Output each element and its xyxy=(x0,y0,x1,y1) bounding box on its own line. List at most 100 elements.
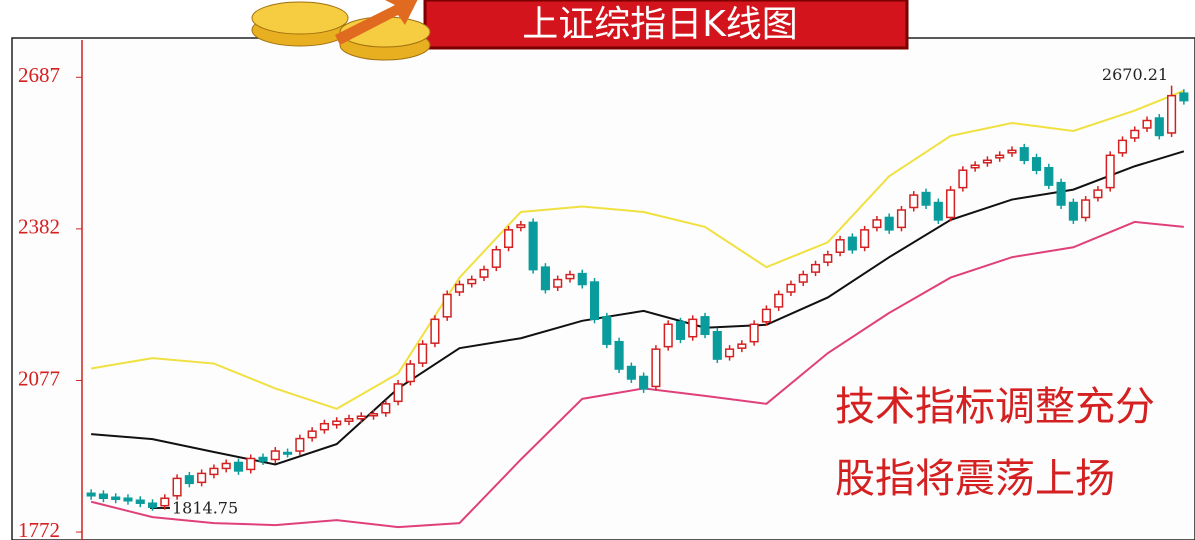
candle-body xyxy=(933,201,943,221)
candle-body xyxy=(860,229,870,249)
candle-body xyxy=(430,318,440,344)
candle-body xyxy=(246,457,256,471)
candle-body xyxy=(946,189,956,219)
candle-body xyxy=(700,316,710,335)
candle-body xyxy=(798,273,808,283)
candle-body xyxy=(909,194,919,209)
candle-body xyxy=(675,321,686,340)
candle-body xyxy=(1093,189,1103,199)
y-tick-label: 2382 xyxy=(18,215,60,239)
candle-body xyxy=(970,164,980,169)
candle-body xyxy=(1167,94,1177,134)
candle-body xyxy=(749,323,759,343)
candle-body xyxy=(270,450,280,461)
y-tick-label: 2687 xyxy=(18,63,60,87)
candle-body xyxy=(651,348,661,388)
candle-body xyxy=(332,420,342,426)
candle-body xyxy=(258,456,268,462)
candle-body xyxy=(1007,149,1017,154)
annotation: 2670.21 xyxy=(1102,65,1168,84)
candle-body xyxy=(172,477,182,497)
candle-body xyxy=(774,293,784,308)
candle-body xyxy=(491,248,501,268)
candle-body xyxy=(504,229,514,249)
candle-body xyxy=(1117,139,1128,154)
candle-body xyxy=(479,268,489,278)
candle-body xyxy=(626,365,636,380)
candle-body xyxy=(1044,166,1054,186)
candle-body xyxy=(835,239,845,253)
candle-body xyxy=(761,308,771,323)
candle-body xyxy=(884,216,894,231)
candle-body xyxy=(307,430,317,439)
candle-body xyxy=(197,472,207,484)
candle-body xyxy=(602,316,612,345)
candle-body xyxy=(823,253,833,263)
candle-body xyxy=(405,363,415,383)
plot-frame xyxy=(11,37,1195,540)
candle-body xyxy=(160,497,170,507)
candle-body xyxy=(1031,157,1042,171)
candle-body xyxy=(123,497,133,502)
candle-body xyxy=(295,437,305,452)
candle-body xyxy=(786,283,796,293)
candle-body xyxy=(356,415,366,420)
band-line xyxy=(90,89,1185,410)
candle-body xyxy=(393,383,403,403)
candle-body xyxy=(1179,92,1189,102)
candle-body xyxy=(896,209,907,229)
candle-body xyxy=(995,154,1005,159)
coins-decoration xyxy=(251,0,431,61)
candle-body xyxy=(147,502,158,508)
candle-body xyxy=(1142,119,1152,129)
candle-body xyxy=(982,159,992,164)
candle-body xyxy=(111,496,121,500)
candle-body xyxy=(540,266,550,291)
candle-body xyxy=(86,492,96,497)
candle-body xyxy=(553,278,563,288)
annotation: 技术指标调整充分 xyxy=(835,384,1155,430)
candle-body xyxy=(1056,181,1066,206)
annotation: 股指将震荡上扬 xyxy=(835,456,1115,502)
annotation: 1814.75 xyxy=(172,499,238,518)
candle-body xyxy=(1105,154,1115,189)
candle-body xyxy=(283,451,293,455)
candle-body xyxy=(233,461,244,472)
candle-body xyxy=(528,221,538,271)
candle-body xyxy=(98,493,108,500)
candle-body xyxy=(442,293,452,318)
candle-body xyxy=(209,467,219,476)
candle-body xyxy=(688,318,698,338)
candle-body xyxy=(577,272,587,286)
candle-body xyxy=(847,236,857,251)
candle-body xyxy=(737,343,747,349)
candle-body xyxy=(639,375,649,390)
candle-body xyxy=(454,283,465,293)
candle-body xyxy=(725,348,735,358)
y-tick-label: 2077 xyxy=(18,366,60,390)
candle-body xyxy=(565,273,575,280)
candle-body xyxy=(663,323,673,348)
candle-body xyxy=(319,422,329,431)
candle-body xyxy=(1068,201,1078,221)
candle-body xyxy=(221,462,231,470)
candle-body xyxy=(872,219,882,229)
candle-body xyxy=(344,417,354,422)
candle-body xyxy=(1019,147,1029,162)
candle-body xyxy=(418,343,428,364)
candle-body xyxy=(712,330,722,360)
candle-body xyxy=(589,281,600,321)
candle-body xyxy=(614,340,624,370)
candle-body xyxy=(368,413,379,417)
candle-body xyxy=(921,191,931,206)
candle-body xyxy=(467,278,477,285)
candle-body xyxy=(516,224,526,229)
candle-body xyxy=(184,475,194,485)
candle-body xyxy=(135,499,145,504)
candle-body xyxy=(1130,129,1140,139)
chart-title: 上证综指日K线图 xyxy=(522,4,798,45)
title-banner xyxy=(423,0,909,50)
band-line xyxy=(91,150,1185,466)
candle-body xyxy=(381,403,391,414)
